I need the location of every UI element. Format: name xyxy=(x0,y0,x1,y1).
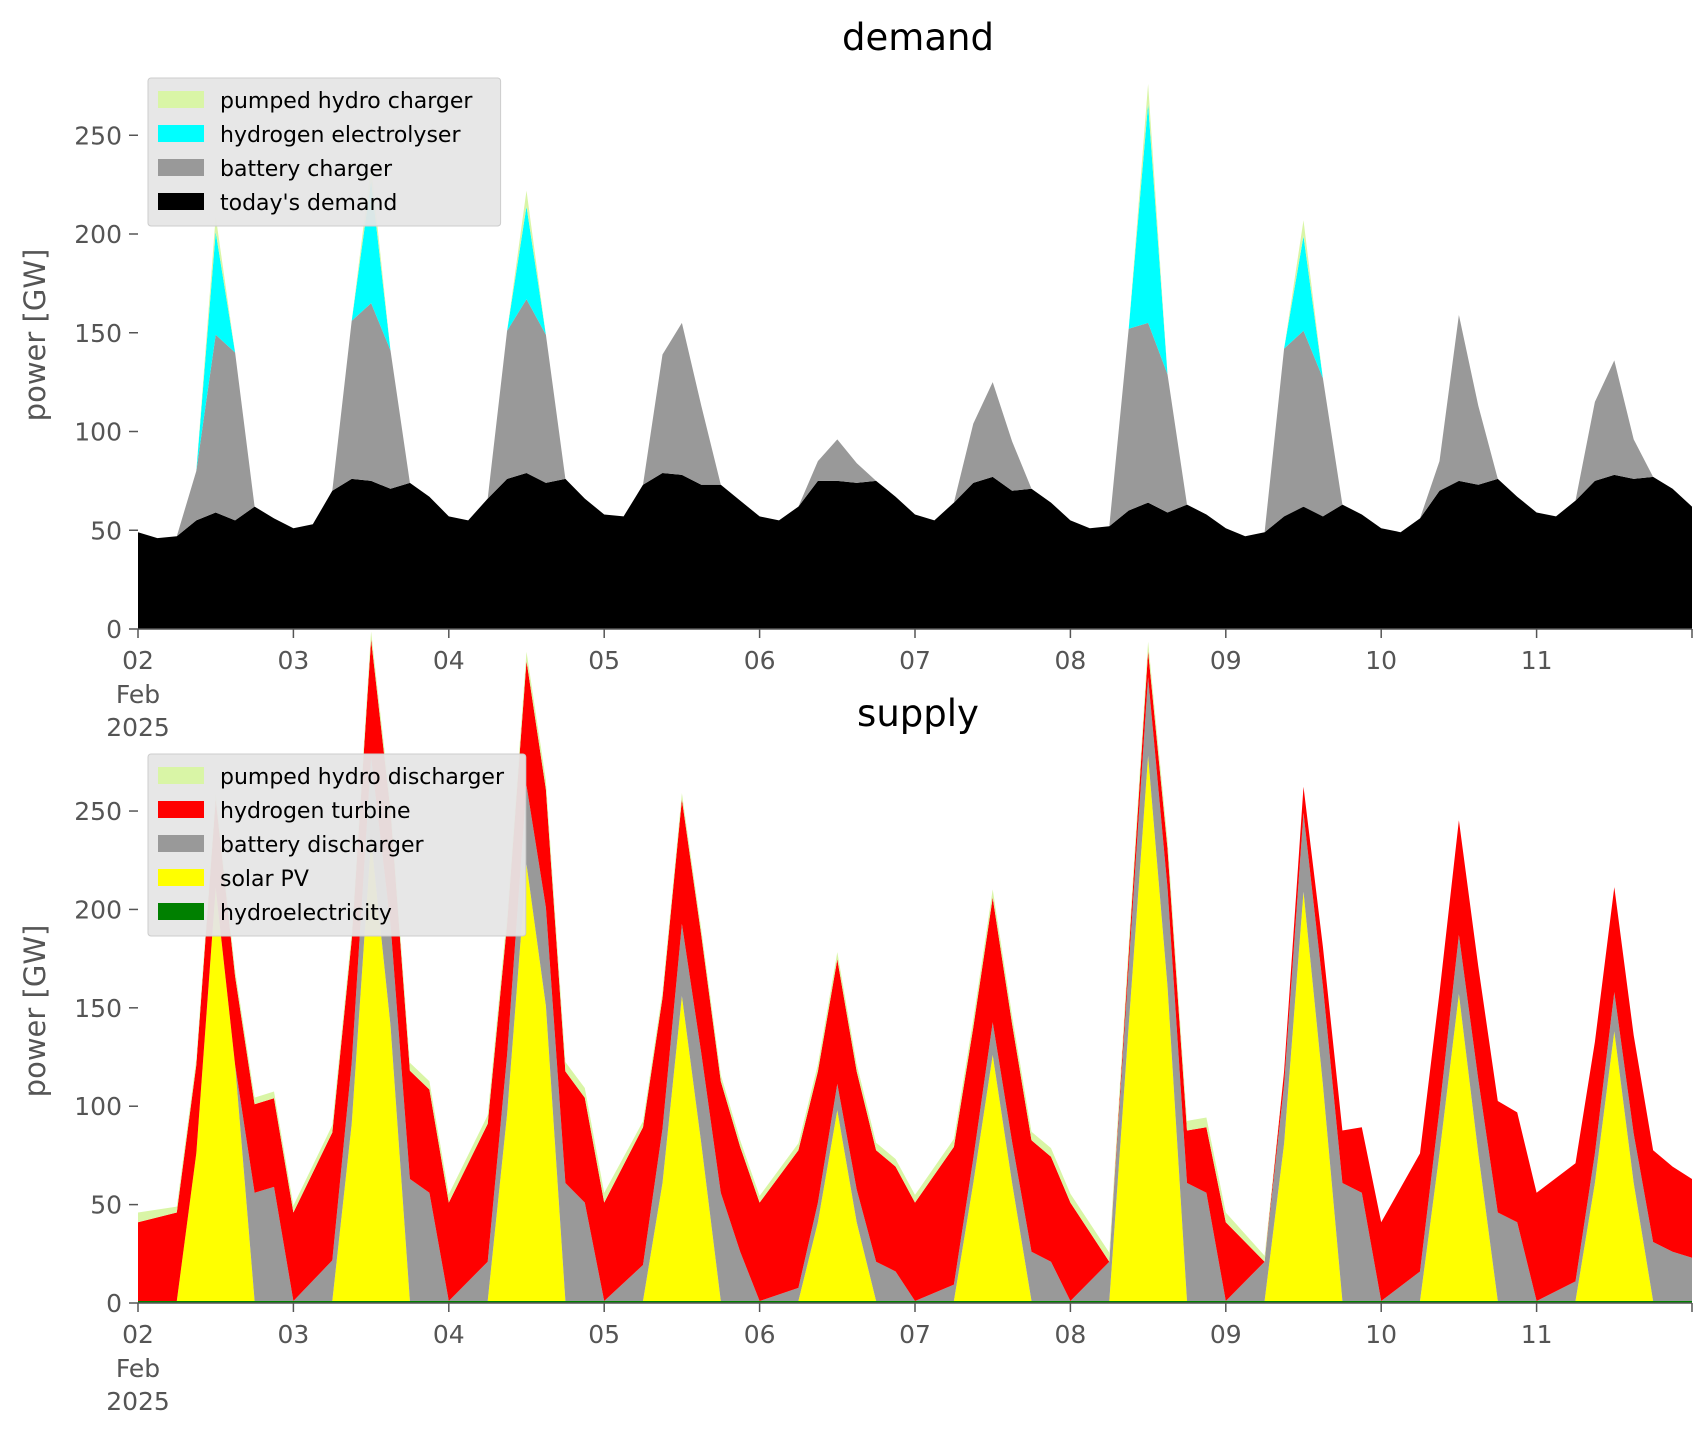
demand-legend-label: pumped hydro charger xyxy=(220,89,473,114)
demand-legend-box xyxy=(147,77,502,227)
supply-legend-swatch xyxy=(158,869,204,886)
demand-y-tick-label: 100 xyxy=(74,418,122,447)
supply-x-tick-label: 03 xyxy=(277,1320,309,1349)
supply-areas xyxy=(138,631,1692,1303)
supply-legend-swatch xyxy=(158,835,204,852)
supply-area-battery-discharger xyxy=(138,677,1692,1301)
demand-legend: pumped hydro charger hydrogen electrolyse… xyxy=(147,77,502,227)
demand-x-tick-label: 06 xyxy=(744,646,776,675)
supply-axes: 0 50 100 150 200 250 02 03 04 05 06 07 08 09 10 11 Feb 20… xyxy=(74,797,1693,1416)
supply-legend-label: hydrogen turbine xyxy=(220,799,411,824)
supply-y-tick-label: 150 xyxy=(74,994,122,1023)
demand-area-battery-charger xyxy=(138,299,1692,539)
supply-legend-label: battery discharger xyxy=(220,833,425,858)
supply-y-tick-label: 50 xyxy=(90,1191,122,1220)
supply-x-tick-label: 02 xyxy=(122,1320,154,1349)
demand-x-tick-sublabel: Feb xyxy=(116,680,160,709)
supply-x-tick-label: 07 xyxy=(899,1320,931,1349)
supply-legend-label: hydroelectricity xyxy=(220,901,392,926)
supply-x-tick-label: 08 xyxy=(1054,1320,1086,1349)
demand-area-hydrogen-electrolyser xyxy=(138,103,1692,539)
supply-x-tick-sublabel: Feb xyxy=(116,1354,160,1383)
demand-x-tick-label: 03 xyxy=(277,646,309,675)
supply-legend-label: solar PV xyxy=(220,867,309,892)
supply-area-solar-pv xyxy=(138,755,1692,1301)
demand-legend-label: hydrogen electrolyser xyxy=(220,123,461,148)
demand-y-tick-label: 200 xyxy=(74,220,122,249)
supply-legend-swatch xyxy=(158,903,204,920)
demand-y-tick-label: 0 xyxy=(106,615,122,644)
demand-y-tick-label: 50 xyxy=(90,516,122,545)
demand-area-pumped-hydro-charger xyxy=(138,83,1692,539)
demand-x-tick-label: 02 xyxy=(122,646,154,675)
supply-x-tick-sublabel: 2025 xyxy=(106,1387,170,1416)
supply-legend-swatch xyxy=(158,801,204,818)
demand-axes: 0 50 100 150 200 250 02 03 04 05 06 07 08 09 10 11 Feb 20… xyxy=(74,121,1693,742)
supply-y-tick-label: 200 xyxy=(74,895,122,924)
demand-x-tick-sublabel: 2025 xyxy=(106,713,170,742)
demand-x-tick-label: 10 xyxy=(1365,646,1397,675)
demand-y-tick-label: 250 xyxy=(74,121,122,150)
supply-x-tick-label: 04 xyxy=(433,1320,465,1349)
demand-ylabel: power [GW] xyxy=(18,249,52,422)
supply-legend-label: pumped hydro discharger xyxy=(220,765,505,790)
demand-y-tick-label: 150 xyxy=(74,319,122,348)
demand-areas xyxy=(138,83,1692,629)
demand-x-tick-label: 07 xyxy=(899,646,931,675)
supply-legend-swatch xyxy=(158,767,204,784)
supply-x-tick-label: 09 xyxy=(1210,1320,1242,1349)
demand-legend-swatch xyxy=(158,91,204,108)
supply-x-tick-label: 05 xyxy=(588,1320,620,1349)
supply-area-hydrogen-turbine xyxy=(138,639,1692,1301)
supply-x-tick-label: 10 xyxy=(1365,1320,1397,1349)
supply-title: supply xyxy=(857,692,979,735)
demand-legend-swatch xyxy=(158,125,204,142)
demand-title: demand xyxy=(842,16,994,59)
demand-x-tick-label: 08 xyxy=(1054,646,1086,675)
supply-x-tick-label: 06 xyxy=(744,1320,776,1349)
demand-x-tick-label: 04 xyxy=(433,646,465,675)
demand-x-tick-label: 05 xyxy=(588,646,620,675)
supply-y-tick-label: 100 xyxy=(74,1092,122,1121)
demand-legend-swatch xyxy=(158,193,204,210)
supply-legend-box xyxy=(147,753,527,937)
demand-legend-label: battery charger xyxy=(220,157,393,182)
demand-area-today-s-demand xyxy=(138,473,1692,629)
demand-x-tick-label: 09 xyxy=(1210,646,1242,675)
supply-y-tick-label: 250 xyxy=(74,797,122,826)
demand-legend-swatch xyxy=(158,159,204,176)
supply-y-tick-label: 0 xyxy=(106,1289,122,1318)
supply-x-tick-label: 11 xyxy=(1521,1320,1553,1349)
demand-x-tick-label: 11 xyxy=(1521,646,1553,675)
demand-legend-label: today's demand xyxy=(220,191,397,216)
supply-legend: pumped hydro discharger hydrogen turbine b… xyxy=(147,753,527,937)
supply-ylabel: power [GW] xyxy=(18,925,52,1098)
